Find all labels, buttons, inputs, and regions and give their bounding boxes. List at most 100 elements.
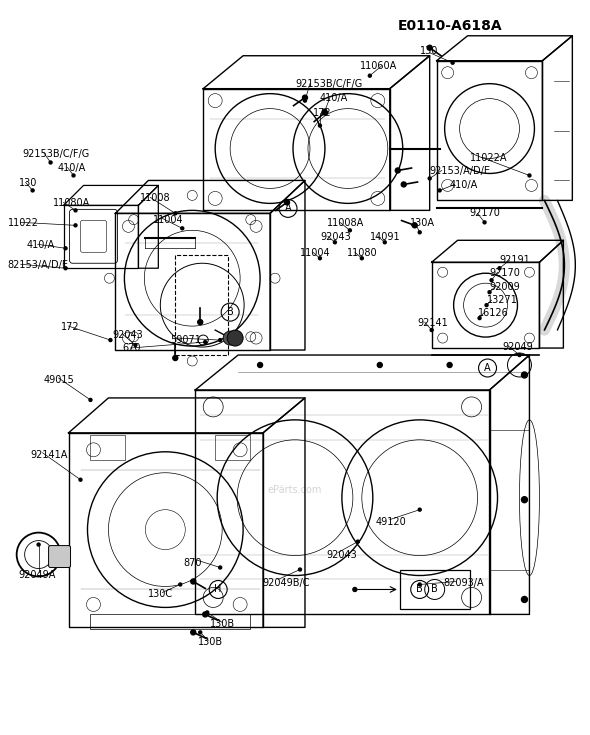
Text: 410/A: 410/A xyxy=(450,180,478,190)
Bar xyxy=(90,435,126,460)
Circle shape xyxy=(258,362,263,368)
Text: 92170: 92170 xyxy=(470,209,500,218)
Text: 92141: 92141 xyxy=(418,318,448,328)
Text: 870: 870 xyxy=(183,558,202,567)
Text: 92153/A/D/E: 92153/A/D/E xyxy=(430,166,491,176)
Circle shape xyxy=(323,110,327,115)
Circle shape xyxy=(522,597,527,603)
Circle shape xyxy=(430,329,433,331)
Text: 11022A: 11022A xyxy=(470,152,507,162)
Circle shape xyxy=(348,229,352,232)
Circle shape xyxy=(418,508,421,511)
Circle shape xyxy=(179,583,182,586)
Circle shape xyxy=(428,177,431,180)
Circle shape xyxy=(37,543,40,546)
Text: 130: 130 xyxy=(19,179,37,188)
Circle shape xyxy=(219,566,222,569)
Text: H: H xyxy=(215,584,222,595)
Text: ePärts.com: ePärts.com xyxy=(268,484,322,495)
Bar xyxy=(215,435,250,460)
Circle shape xyxy=(323,109,326,112)
Text: 11008: 11008 xyxy=(140,193,171,204)
Circle shape xyxy=(284,200,290,205)
Text: 11008A: 11008A xyxy=(327,218,364,229)
Circle shape xyxy=(64,267,67,270)
Text: 130B: 130B xyxy=(210,620,235,629)
Text: 59071: 59071 xyxy=(171,335,201,345)
Circle shape xyxy=(181,227,183,230)
Text: 410/A: 410/A xyxy=(58,163,86,173)
Circle shape xyxy=(360,257,363,259)
Text: 92153B/C/F/G: 92153B/C/F/G xyxy=(295,79,362,89)
Text: 130A: 130A xyxy=(409,218,435,229)
Text: 92191: 92191 xyxy=(500,255,530,265)
Circle shape xyxy=(522,497,527,503)
Circle shape xyxy=(31,189,34,192)
FancyBboxPatch shape xyxy=(48,545,71,567)
Circle shape xyxy=(418,583,421,586)
Circle shape xyxy=(219,339,222,342)
Text: 410/A: 410/A xyxy=(27,240,55,251)
Text: 130C: 130C xyxy=(148,589,173,600)
Text: 11060A: 11060A xyxy=(360,61,397,71)
Text: 11080: 11080 xyxy=(347,248,378,258)
Circle shape xyxy=(319,257,322,259)
Text: 13271: 13271 xyxy=(487,295,517,305)
Text: E0110-A618A: E0110-A618A xyxy=(397,19,502,33)
Circle shape xyxy=(89,398,92,401)
Text: 92043: 92043 xyxy=(326,550,357,559)
Circle shape xyxy=(384,241,386,244)
Circle shape xyxy=(378,362,382,368)
Text: 130B: 130B xyxy=(198,637,224,648)
Text: 82153/A/D/E: 82153/A/D/E xyxy=(8,260,68,270)
Circle shape xyxy=(204,340,206,343)
Text: 172: 172 xyxy=(61,322,79,332)
Circle shape xyxy=(418,231,421,234)
Circle shape xyxy=(74,224,77,227)
Text: A: A xyxy=(285,204,291,213)
Circle shape xyxy=(395,168,400,173)
Text: B: B xyxy=(227,307,234,317)
Circle shape xyxy=(333,241,336,244)
Circle shape xyxy=(401,182,407,187)
Circle shape xyxy=(299,568,301,571)
Circle shape xyxy=(319,124,322,127)
Circle shape xyxy=(303,99,306,102)
Text: 16126: 16126 xyxy=(477,308,509,318)
Circle shape xyxy=(485,304,488,306)
Text: 92043: 92043 xyxy=(113,330,143,340)
Text: 11004: 11004 xyxy=(153,215,184,226)
Text: 49120: 49120 xyxy=(376,517,407,527)
Text: 11080A: 11080A xyxy=(53,198,90,209)
Text: A: A xyxy=(484,363,491,373)
Circle shape xyxy=(451,61,454,64)
Circle shape xyxy=(303,95,307,100)
Circle shape xyxy=(438,189,441,192)
Circle shape xyxy=(368,74,371,77)
Circle shape xyxy=(483,220,486,224)
Text: 11022: 11022 xyxy=(8,218,38,229)
Text: B: B xyxy=(417,584,423,595)
Circle shape xyxy=(427,46,432,50)
Circle shape xyxy=(198,320,203,325)
Circle shape xyxy=(490,279,493,282)
Text: 92170: 92170 xyxy=(490,268,520,279)
Circle shape xyxy=(49,161,52,164)
Circle shape xyxy=(488,290,491,294)
Circle shape xyxy=(206,611,209,614)
Circle shape xyxy=(199,631,202,634)
Text: 670: 670 xyxy=(122,343,141,353)
Circle shape xyxy=(478,317,481,320)
Circle shape xyxy=(227,330,243,346)
Text: 11004: 11004 xyxy=(300,248,330,258)
Circle shape xyxy=(447,362,452,368)
Text: 92141A: 92141A xyxy=(31,450,68,460)
Circle shape xyxy=(518,354,521,356)
Circle shape xyxy=(72,174,75,177)
Circle shape xyxy=(173,356,178,360)
Bar xyxy=(90,614,250,629)
Circle shape xyxy=(522,372,527,378)
Text: 92153B/C/F/G: 92153B/C/F/G xyxy=(22,148,90,159)
Text: 92049: 92049 xyxy=(503,342,533,352)
Circle shape xyxy=(191,630,196,635)
